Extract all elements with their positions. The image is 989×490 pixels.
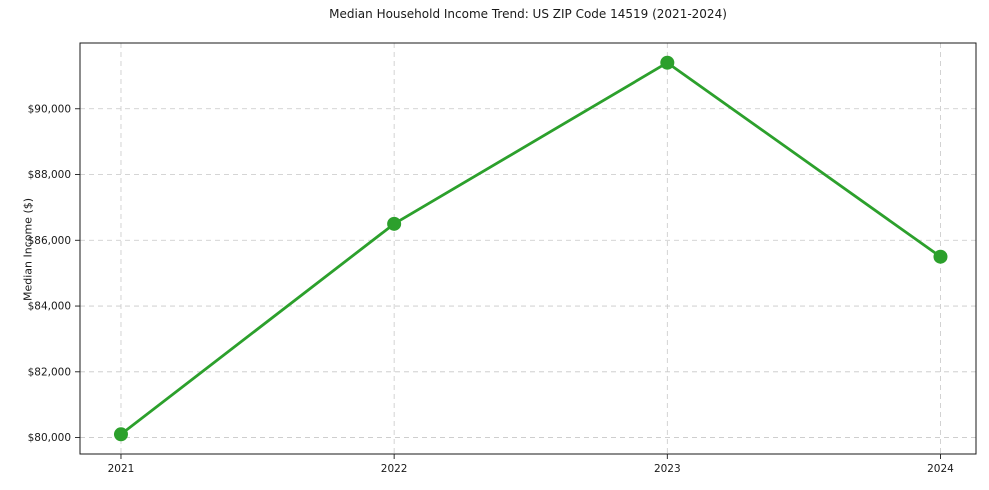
data-point-2024 — [933, 249, 948, 264]
y-tick-label: $88,000 — [28, 169, 71, 181]
x-tick-label: 2024 — [927, 463, 954, 475]
plot-border — [79, 42, 977, 455]
income-trend-line — [119, 61, 942, 436]
x-tick-label: 2022 — [381, 463, 408, 475]
y-tick-label: $86,000 — [28, 235, 71, 247]
chart-title: Median Household Income Trend: US ZIP Co… — [329, 7, 727, 21]
data-point-2021 — [113, 427, 128, 442]
y-tick-label: $80,000 — [28, 432, 71, 444]
y-tick-label: $84,000 — [28, 301, 71, 313]
x-tick-label: 2021 — [108, 463, 135, 475]
data-point-2023 — [660, 55, 675, 70]
y-tick-label: $82,000 — [28, 366, 71, 378]
data-point-2022 — [387, 216, 402, 231]
x-tick-label: 2023 — [654, 463, 681, 475]
y-tick-label: $90,000 — [28, 103, 71, 115]
